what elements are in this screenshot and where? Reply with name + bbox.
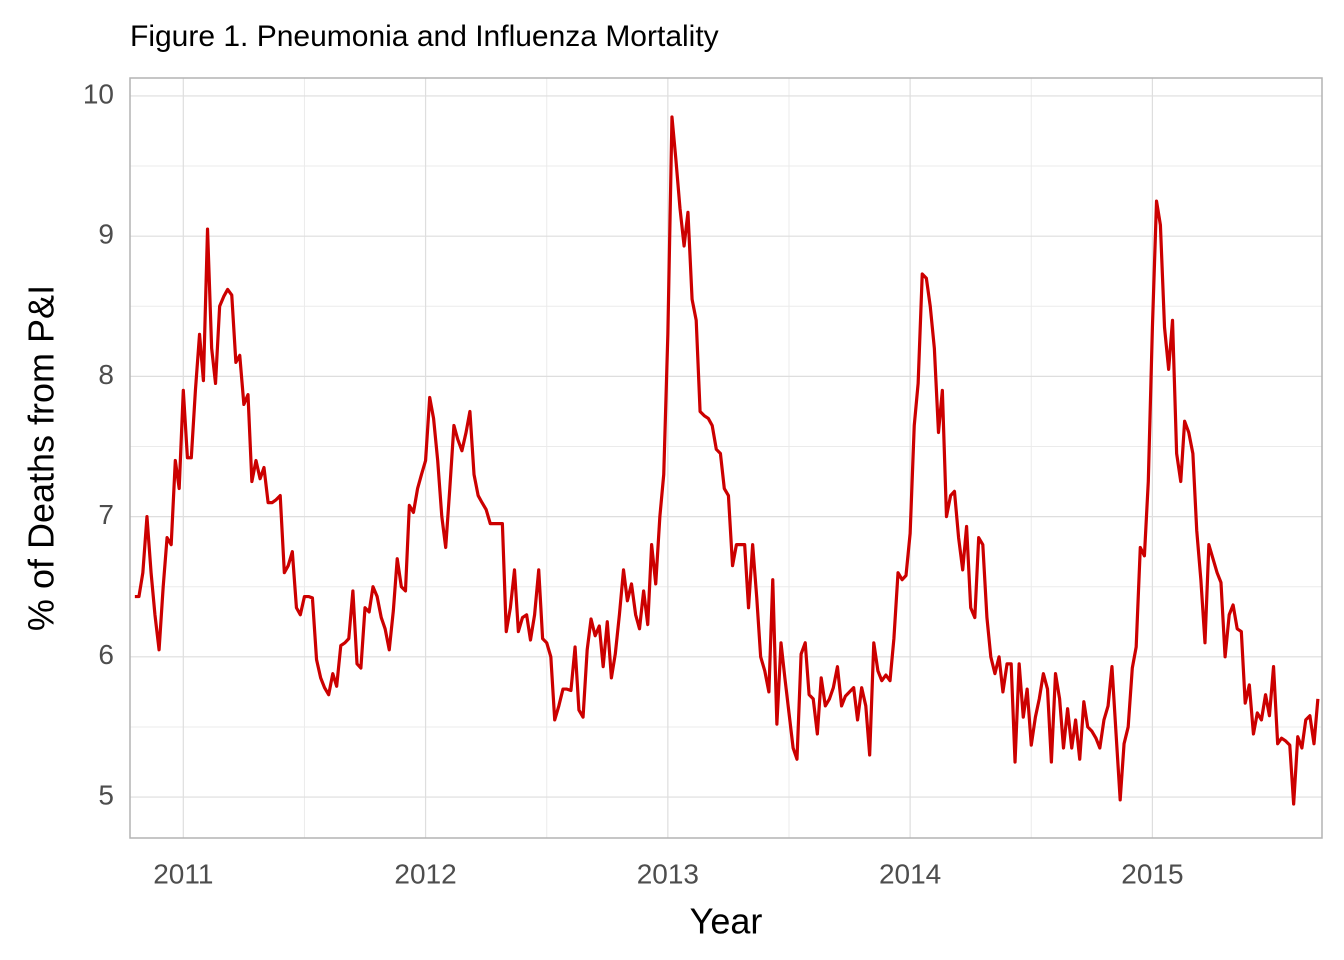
x-tick-label: 2013	[637, 858, 699, 889]
y-tick-label: 8	[98, 359, 114, 390]
y-tick-label: 5	[98, 779, 114, 810]
x-tick-label: 2014	[879, 858, 941, 889]
y-tick-label: 10	[83, 78, 114, 109]
y-tick-label: 6	[98, 639, 114, 670]
x-axis-title: Year	[690, 901, 763, 942]
grid	[130, 78, 1322, 838]
x-tick-label: 2011	[153, 858, 213, 889]
plot-area	[134, 115, 1320, 806]
y-axis-title: % of Deaths from P&I	[21, 285, 62, 631]
panel-border	[129, 77, 1323, 839]
x-tick-label: 2015	[1121, 858, 1183, 889]
data-line	[134, 115, 1320, 806]
y-tick-label: 7	[98, 499, 114, 530]
chart-title: Figure 1. Pneumonia and Influenza Mortal…	[130, 20, 719, 53]
x-tick-label: 2012	[394, 858, 456, 889]
y-tick-label: 9	[98, 219, 114, 250]
